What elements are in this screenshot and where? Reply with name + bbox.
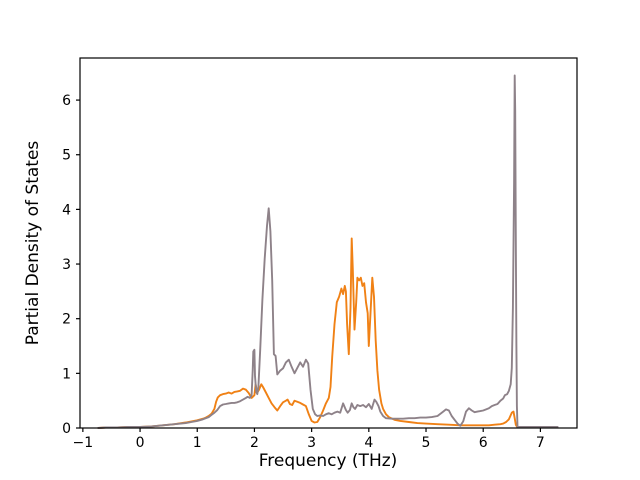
series-line-pdos-gray [97, 74, 559, 429]
x-tick-label: 4 [364, 435, 373, 451]
x-axis-ticks: −1 0 1 2 3 4 5 6 7 [73, 428, 545, 451]
x-tick-label: 0 [136, 435, 145, 451]
x-tick-label: 2 [250, 435, 259, 451]
y-tick-label: 0 [62, 421, 71, 437]
y-tick-label: 4 [62, 202, 71, 218]
y-tick-label: 3 [62, 257, 71, 273]
y-axis-ticks: 0 1 2 3 4 5 6 [62, 93, 80, 437]
y-tick-label: 5 [62, 148, 71, 164]
x-tick-label: −1 [73, 435, 94, 451]
x-tick-label: 3 [307, 435, 316, 451]
y-axis-label: Partial Density of States [23, 141, 43, 346]
x-axis-label: Frequency (THz) [259, 451, 398, 471]
plot-border [79, 57, 578, 429]
x-tick-label: 5 [422, 435, 431, 451]
series-group [97, 74, 559, 429]
y-tick-label: 1 [62, 366, 71, 382]
y-tick-label: 6 [62, 93, 71, 109]
series-line-pdos-orange [97, 237, 559, 429]
x-tick-label: 7 [536, 435, 545, 451]
x-tick-label: 1 [193, 435, 202, 451]
y-tick-label: 2 [62, 312, 71, 328]
x-tick-label: 6 [479, 435, 488, 451]
